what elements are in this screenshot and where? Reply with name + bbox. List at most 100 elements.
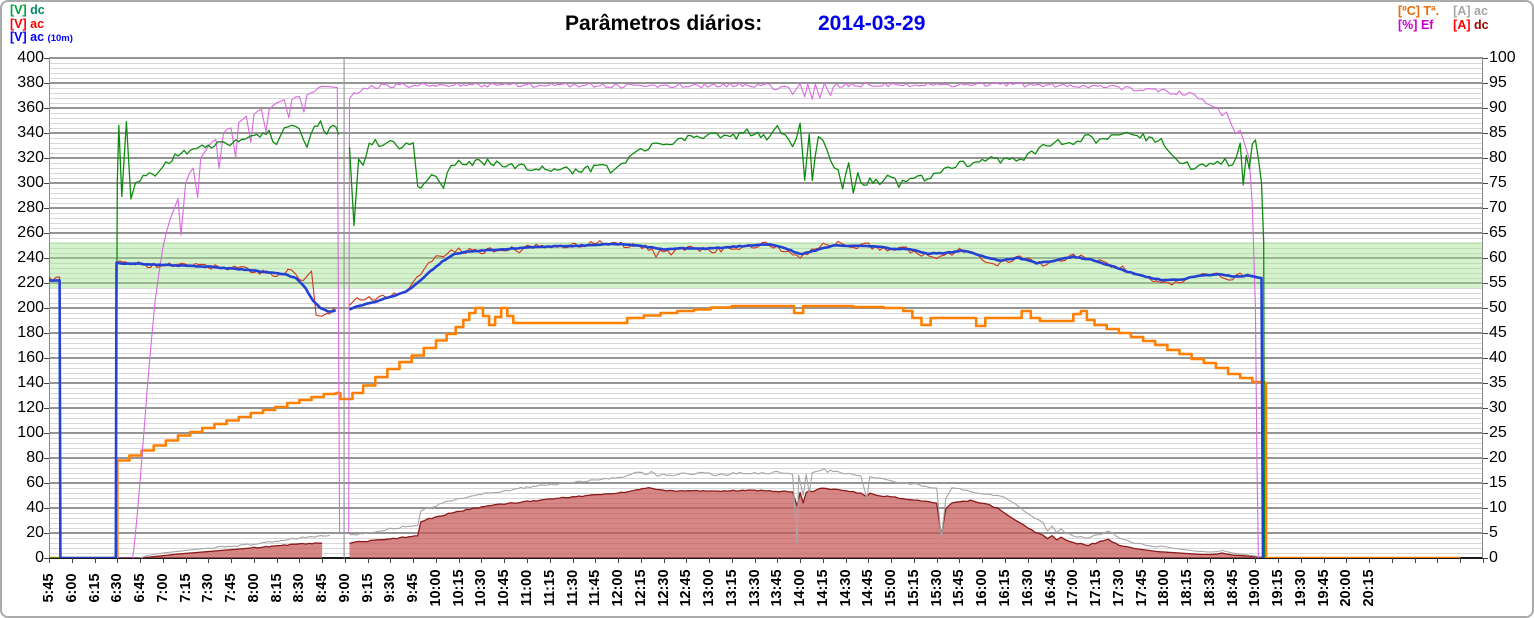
- x-axis-label: 9:15: [359, 573, 376, 603]
- left-axis-label: 220: [17, 274, 44, 291]
- x-axis-tick: [208, 558, 210, 563]
- major-gridline: [49, 157, 1483, 159]
- left-axis-label: 280: [17, 199, 44, 216]
- right-axis-tick: [1483, 383, 1488, 384]
- legend-idc-label: dc: [1474, 18, 1489, 32]
- right-axis-tick: [1483, 333, 1488, 334]
- x-axis-label: 12:00: [610, 569, 627, 607]
- right-axis-label: 35: [1489, 374, 1507, 391]
- x-axis-tick: [49, 558, 50, 563]
- minor-gridline: [49, 193, 1483, 194]
- right-axis-tick: [1483, 158, 1488, 159]
- left-axis-tick: [44, 483, 49, 484]
- right-axis-tick: [1483, 258, 1488, 259]
- x-axis-label: 13:30: [746, 569, 763, 607]
- minor-gridline: [49, 373, 1483, 374]
- minor-gridline: [49, 428, 1483, 429]
- x-axis-tick: [299, 558, 301, 563]
- x-axis-tick: [435, 558, 437, 563]
- x-axis-tick: [1300, 558, 1302, 563]
- voltage-tolerance-band: [49, 241, 1483, 288]
- left-axis-tick: [44, 183, 49, 184]
- left-axis-tick: [44, 258, 49, 259]
- x-axis-tick: [959, 558, 961, 563]
- right-axis-tick: [1483, 233, 1488, 234]
- x-axis-tick: [913, 558, 915, 563]
- x-axis-tick: [1346, 558, 1348, 563]
- x-axis-label: 16:45: [1042, 569, 1059, 607]
- x-axis-label: 8:30: [291, 573, 308, 603]
- x-axis-label: 15:00: [883, 569, 900, 607]
- series-i-ac: [349, 468, 1461, 558]
- minor-gridline: [49, 248, 1483, 249]
- left-axis-tick: [44, 208, 49, 209]
- left-axis-tick: [44, 133, 49, 134]
- major-gridline: [49, 107, 1483, 109]
- x-axis-label: 19:45: [1315, 569, 1332, 607]
- minor-gridline: [49, 73, 1483, 74]
- left-axis-tick: [44, 233, 49, 234]
- minor-gridline: [49, 313, 1483, 314]
- minor-gridline: [49, 323, 1483, 324]
- x-axis-label: 11:00: [519, 569, 535, 607]
- major-gridline: [49, 132, 1483, 134]
- x-axis-tick: [822, 558, 824, 563]
- left-axis-label: 40: [26, 499, 44, 516]
- left-axis-label: 360: [17, 99, 44, 116]
- minor-gridline: [49, 253, 1483, 254]
- legend-temp-unit: [ºC]: [1398, 4, 1420, 18]
- x-axis-label: 13:00: [701, 569, 718, 607]
- x-axis-label: 11:30: [564, 569, 581, 607]
- legend-iac-label: ac: [1474, 4, 1488, 18]
- x-axis-label: 8:00: [245, 573, 262, 603]
- minor-gridline: [49, 418, 1483, 419]
- x-axis-tick: [276, 558, 278, 563]
- x-axis-tick: [640, 558, 642, 563]
- right-axis-tick: [1483, 58, 1488, 59]
- minor-gridline: [49, 178, 1483, 179]
- x-axis-label: 7:00: [154, 573, 171, 603]
- x-axis-tick: [754, 558, 756, 563]
- x-axis-label: 10:15: [450, 569, 467, 607]
- minor-gridline: [49, 188, 1483, 189]
- minor-gridline: [49, 343, 1483, 344]
- x-axis-tick: [504, 558, 506, 563]
- plot-border-left: [49, 58, 50, 558]
- minor-gridline: [49, 378, 1483, 379]
- left-axis-label: 0: [35, 549, 44, 566]
- left-axis-tick: [44, 558, 49, 559]
- series-v-ac-10m: [49, 261, 337, 558]
- right-axis-tick: [1483, 533, 1488, 534]
- minor-gridline: [49, 163, 1483, 164]
- major-gridline: [49, 407, 1483, 409]
- x-axis-label: 17:00: [1065, 569, 1082, 607]
- major-gridline: [49, 82, 1483, 84]
- x-axis-label: 7:30: [200, 573, 217, 603]
- minor-gridline: [49, 303, 1483, 304]
- x-axis-label: 18:00: [1156, 569, 1173, 607]
- legend-item-iac: [A] ac: [1453, 4, 1488, 18]
- x-axis-label: 13:45: [769, 569, 786, 607]
- x-axis-label: 17:30: [1110, 569, 1127, 607]
- right-axis-label: 15: [1489, 474, 1507, 491]
- x-axis-label: 20:00: [1338, 569, 1355, 607]
- major-gridline: [49, 257, 1483, 259]
- major-gridline: [49, 382, 1483, 384]
- x-axis-tick: [868, 558, 870, 563]
- x-axis-label: 20:15: [1361, 569, 1378, 607]
- minor-gridline: [49, 238, 1483, 239]
- right-axis-label: 75: [1489, 174, 1507, 191]
- major-gridline: [49, 332, 1483, 334]
- x-axis-label: 12:30: [655, 569, 672, 607]
- minor-gridline: [49, 328, 1483, 329]
- x-axis-tick: [709, 558, 711, 563]
- plot-border-right: [1482, 58, 1483, 558]
- x-axis-label: 18:30: [1201, 569, 1218, 607]
- series-eff: [49, 85, 341, 558]
- right-axis-tick: [1483, 283, 1488, 284]
- left-axis-tick: [44, 383, 49, 384]
- right-axis-tick: [1483, 183, 1488, 184]
- series-v-ac: [49, 260, 335, 558]
- x-axis-tick: [982, 558, 984, 563]
- left-axis-label: 140: [17, 374, 44, 391]
